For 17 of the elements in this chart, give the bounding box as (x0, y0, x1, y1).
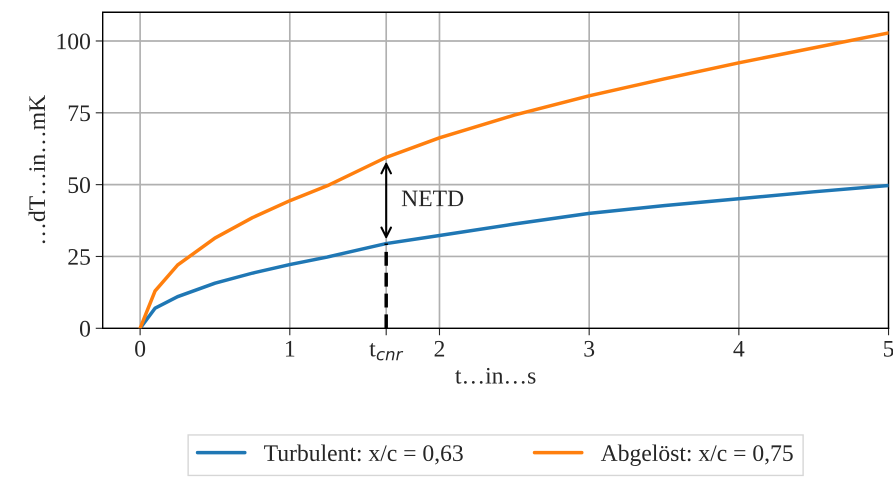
y-axis-title: …dT…in…mK (28, 95, 46, 244)
x-tick-label: 2 (434, 340, 444, 356)
y-tick-label: 50 (68, 177, 90, 194)
y-tick-label: 25 (68, 249, 90, 265)
x-tick-label: t$_{cnr}$ (369, 343, 404, 360)
y-tick-label: 100 (58, 33, 90, 50)
x-axis-title: t…in…s (455, 368, 536, 384)
x-tick-label: 3 (584, 340, 594, 357)
line-series (138, 31, 889, 328)
x-tick-label: 4 (733, 340, 744, 356)
y-tick-label: 75 (68, 106, 90, 122)
x-tick-label: 1 (286, 340, 294, 356)
y-tick-label: 0 (80, 320, 90, 337)
annotation: NETD (402, 190, 464, 206)
legend-label: Abgelöst: x/c = 0,75 (600, 444, 793, 466)
legend-label: Turbulent: x/c = 0,63 (264, 444, 463, 465)
x-tick-label: 0 (135, 340, 146, 357)
